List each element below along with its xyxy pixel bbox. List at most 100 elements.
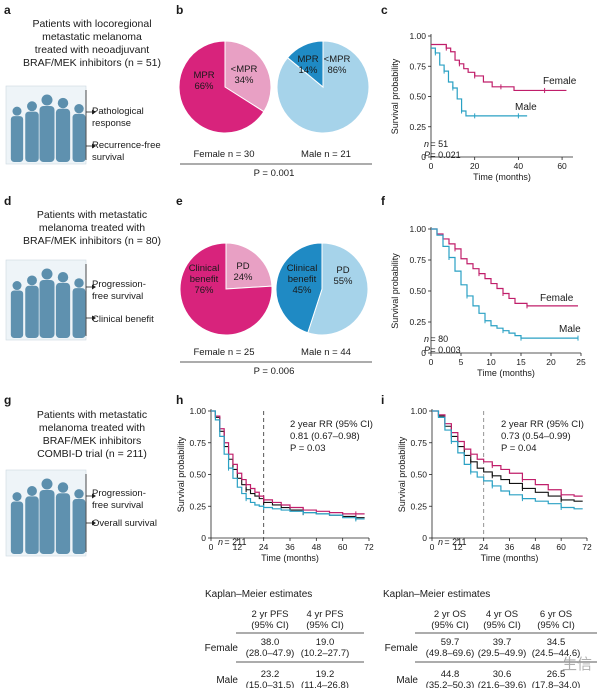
km-f-y-tick-label: 0 (421, 348, 426, 358)
km-table-h-col-header: (95% CI) (251, 620, 288, 631)
outcome-arrowhead-a (92, 109, 96, 115)
km-h-x-tick-label: 0 (209, 542, 214, 552)
outcome-arrowhead-a (92, 143, 96, 149)
pie-b-female-slice-label: MPR (193, 70, 214, 81)
person-head (12, 492, 22, 502)
person-body (72, 288, 86, 338)
cohort-text-a: Patients with locoregional (32, 18, 151, 30)
km-h-x-tick-label: 60 (338, 542, 348, 552)
cohort-text-g: BRAF/MEK inhibitors (43, 435, 142, 447)
person-body (39, 490, 55, 554)
panel-letter-g: g (4, 393, 11, 407)
person-head (74, 278, 84, 288)
km-f-series-female (431, 228, 578, 307)
pie-b-male-slice-value: 14% (298, 65, 318, 76)
km-f-series-male (431, 228, 578, 339)
km-table-h-cell-ci: (15.0–31.5) (246, 680, 295, 688)
km-i-series-female (432, 410, 583, 497)
km-c-x-label: Time (months) (473, 172, 531, 182)
pie-e-pvalue: P = 0.006 (254, 366, 295, 377)
pie-b-female-slice-label: <MPR (231, 64, 258, 75)
person-body (72, 113, 86, 162)
km-c-y-tick-label: 0.25 (409, 122, 426, 132)
outcome-arrowhead-g (92, 493, 96, 499)
km-table-h-cell-value: 38.0 (261, 637, 280, 648)
pie-e-female-slice-value: 24% (233, 272, 253, 283)
km-i-y-tick-label: 0.25 (410, 501, 427, 511)
km-i-x-label: Time (months) (481, 553, 539, 563)
pie-e-male-slice-label: Clinical (287, 263, 318, 274)
km-i-y-tick-label: 0.50 (410, 470, 427, 480)
km-i-x-tick-label: 36 (505, 542, 515, 552)
km-table-h-row-label: Male (216, 675, 238, 686)
patient-silhouettes-d (10, 268, 86, 338)
km-i-y-tick-label: 0.75 (410, 438, 427, 448)
km-i-annotation: P = 0.04 (501, 443, 536, 454)
km-c-series-female (431, 43, 567, 92)
km-f-x-tick-label: 20 (546, 357, 556, 367)
km-table-i-row-label: Male (396, 675, 418, 686)
km-c-stat-value: = 0.021 (430, 150, 460, 160)
km-c-stat-key: n (424, 139, 429, 149)
km-f-y-tick-label: 0.50 (409, 286, 426, 296)
outcome-label-a: Recurrence-free (92, 140, 161, 151)
km-f-y-tick-label: 1.00 (409, 224, 426, 234)
km-table-i-cell-ci: (29.5–49.9) (478, 648, 527, 659)
km-table-i-col-header: (95% CI) (483, 620, 520, 631)
pie-e-male-slice-value: 45% (292, 285, 312, 296)
person-body (55, 493, 71, 554)
cohort-text-g: COMBI-D trial (n = 211) (37, 448, 147, 460)
person-head (57, 271, 69, 283)
km-h-y-tick-label: 0 (201, 533, 206, 543)
km-table-i-cell-value: 39.7 (493, 637, 512, 648)
pie-b-female-slice-value: 34% (234, 75, 254, 86)
pie-b-male-slice-value: 86% (327, 65, 347, 76)
km-h-annotation: 0.81 (0.67–0.98) (290, 431, 360, 442)
person-head (27, 486, 37, 496)
watermark-label: 生信 (561, 655, 592, 673)
pie-e-female-slice-value: 76% (194, 285, 214, 296)
person-head (41, 478, 53, 490)
pie-b-female-slice-mpr (178, 40, 265, 134)
km-table-i-col-header: 6 yr OS (540, 609, 572, 620)
km-h-x-tick-label: 72 (364, 542, 374, 552)
km-h-y-tick-label: 0.50 (189, 470, 206, 480)
km-c-x-tick-label: 40 (514, 161, 524, 171)
pie-e-male-slice-value: 55% (333, 276, 353, 287)
km-i-annotation: 0.73 (0.54–0.99) (501, 431, 571, 442)
cohort-text-d: BRAF/MEK inhibitors (n = 80) (23, 235, 161, 247)
pie-b-male-slice-mpr (286, 40, 324, 89)
cohort-text-g: melanoma treated with (39, 422, 145, 434)
outcome-arrowhead-g (92, 520, 96, 526)
km-i-y-tick-label: 1.00 (410, 406, 427, 416)
km-table-i-cell-ci: (49.8–69.6) (426, 648, 475, 659)
outcome-label-a: response (92, 118, 131, 129)
km-h-x-tick-label: 48 (312, 542, 322, 552)
km-h-x-tick-label: 12 (233, 542, 243, 552)
km-f-x-label: Time (months) (477, 368, 535, 378)
km-c-legend-female: Female (543, 76, 577, 87)
km-c-y-tick-label: 0 (421, 152, 426, 162)
person-body (39, 280, 55, 338)
panel-letter-b: b (176, 3, 183, 17)
km-f-stat-key: n (424, 334, 429, 344)
person-head (74, 103, 84, 114)
km-h-y-tick-label: 1.00 (189, 406, 206, 416)
km-table-i-row-label: Female (385, 643, 419, 654)
km-i-stat-value: = 211 (444, 537, 466, 547)
km-table-h-col-header: 2 yr PFS (252, 609, 289, 620)
km-c-y-tick-label: 0.75 (409, 61, 426, 71)
patient-silhouettes-g (10, 478, 86, 554)
person-body (55, 282, 71, 338)
person-head (74, 489, 84, 499)
km-table-h-cell-value: 19.0 (316, 637, 335, 648)
km-table-i-title: Kaplan–Meier estimates (383, 589, 490, 600)
km-table-i-cell-ci: (24.5–44.6) (532, 648, 581, 659)
person-head (12, 106, 22, 116)
km-table-i-cell-ci: (35.2–50.3) (426, 680, 475, 688)
km-table-i-col-header: 2 yr OS (434, 609, 466, 620)
person-body (10, 501, 24, 554)
km-c-y-tick-label: 0.50 (409, 92, 426, 102)
person-body (10, 290, 24, 338)
